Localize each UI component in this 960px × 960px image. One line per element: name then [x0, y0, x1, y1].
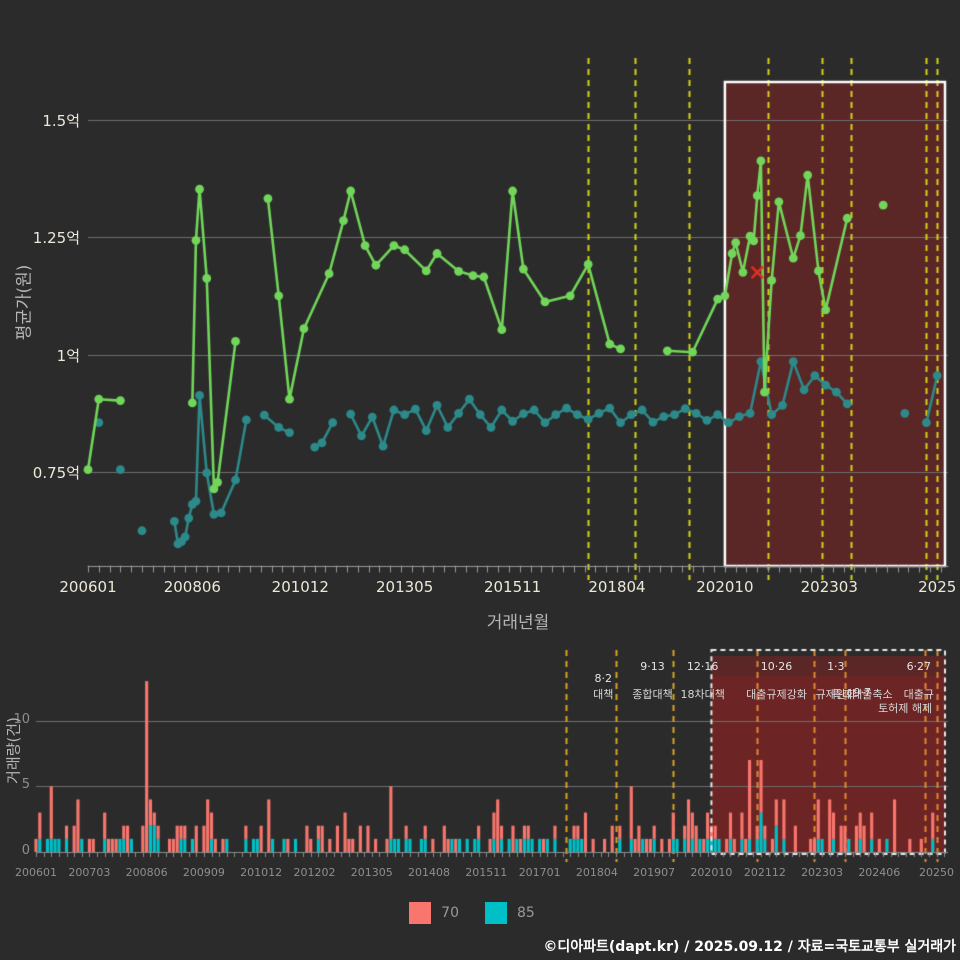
- vol-x-tick-14: 202303: [801, 866, 844, 879]
- price-chart-canvas: [0, 0, 960, 640]
- x-axis-tick-1: 200806: [163, 578, 221, 596]
- vol-y-tick-0: 0: [21, 843, 30, 858]
- vol-x-tick-7: 201408: [408, 866, 451, 879]
- policy-label-0: 대책: [593, 688, 614, 701]
- policy-label-6: 토허제 해제: [878, 702, 933, 715]
- vol-x-tick-1: 200703: [68, 866, 111, 879]
- y-axis-tick-0: 0.75억: [32, 464, 80, 483]
- x-axis-tick-3: 201305: [376, 578, 434, 596]
- vol-x-tick-10: 201804: [575, 866, 618, 879]
- volume-chart-canvas: [0, 636, 960, 896]
- vol-x-tick-12: 202010: [690, 866, 733, 879]
- vol-x-tick-11: 201907: [633, 866, 676, 879]
- x-axis-tick-0: 200601: [59, 578, 117, 596]
- legend-bottom-label-85: 85: [517, 905, 535, 921]
- y-axis-tick-1: 1억: [56, 346, 80, 365]
- policy-date-5: 9·7: [853, 686, 872, 699]
- vol-x-tick-6: 201305: [350, 866, 393, 879]
- vol-x-tick-2: 200806: [125, 866, 168, 879]
- vol-x-tick-0: 200601: [15, 866, 57, 879]
- x-axis-tick-7: 202303: [800, 578, 858, 596]
- policy-label-1: 종합대책: [632, 688, 673, 701]
- legend-bottom: 70 85: [0, 902, 960, 924]
- policy-label-5: 특례대출축소: [831, 688, 893, 701]
- vol-x-tick-3: 200909: [182, 866, 225, 879]
- y-axis-tick-3: 1.5억: [42, 111, 80, 130]
- x-axis-tick-4: 201511: [483, 578, 542, 596]
- x-axis-tick-6: 202010: [696, 578, 754, 596]
- y-axis-tick-2: 1.25억: [32, 229, 80, 248]
- policy-date-7: 6·27: [906, 660, 932, 673]
- policy-label-3: 대출규제강화: [746, 688, 807, 701]
- vol-y-tick-1: 5: [21, 777, 30, 793]
- vol-y-axis-title: 거래량(건): [4, 717, 23, 784]
- vol-y-tick-2: 10: [13, 711, 30, 727]
- policy-date-4: 1·3: [827, 660, 845, 673]
- vol-x-tick-4: 201012: [240, 866, 283, 879]
- vol-x-tick-13: 202112: [743, 866, 786, 879]
- policy-label-7: 대출규: [903, 688, 934, 701]
- vol-x-tick-9: 201701: [518, 866, 561, 879]
- legend-bottom-label-70: 70: [441, 905, 459, 921]
- policy-date-2: 12·16: [686, 660, 719, 673]
- x-axis-title: 거래년월: [486, 613, 550, 633]
- vol-x-tick-16: 20250: [919, 866, 955, 879]
- vol-x-tick-5: 201202: [293, 866, 336, 879]
- policy-date-0: 8·2: [594, 672, 613, 685]
- legend-bottom-swatch-70: [409, 902, 432, 924]
- policy-label-4: 규제완화: [815, 688, 857, 701]
- policy-date-3: 10·26: [760, 660, 793, 673]
- policy-date-1: 9·13: [640, 660, 665, 673]
- y-axis-title: 평균가(원): [14, 264, 35, 341]
- x-axis-tick-5: 201804: [588, 578, 646, 596]
- x-axis-tick-2: 201012: [271, 578, 329, 596]
- vol-x-tick-8: 201511: [465, 866, 508, 879]
- policy-label-2: 18차대책: [680, 688, 725, 701]
- x-axis-tick-8: 2025: [918, 578, 957, 596]
- footer-credit: ©디아파트(dapt.kr) / 2025.09.12 / 자료=국토교통부 실…: [543, 939, 956, 955]
- vol-x-tick-15: 202406: [858, 866, 901, 879]
- legend-bottom-swatch-85: [485, 902, 507, 924]
